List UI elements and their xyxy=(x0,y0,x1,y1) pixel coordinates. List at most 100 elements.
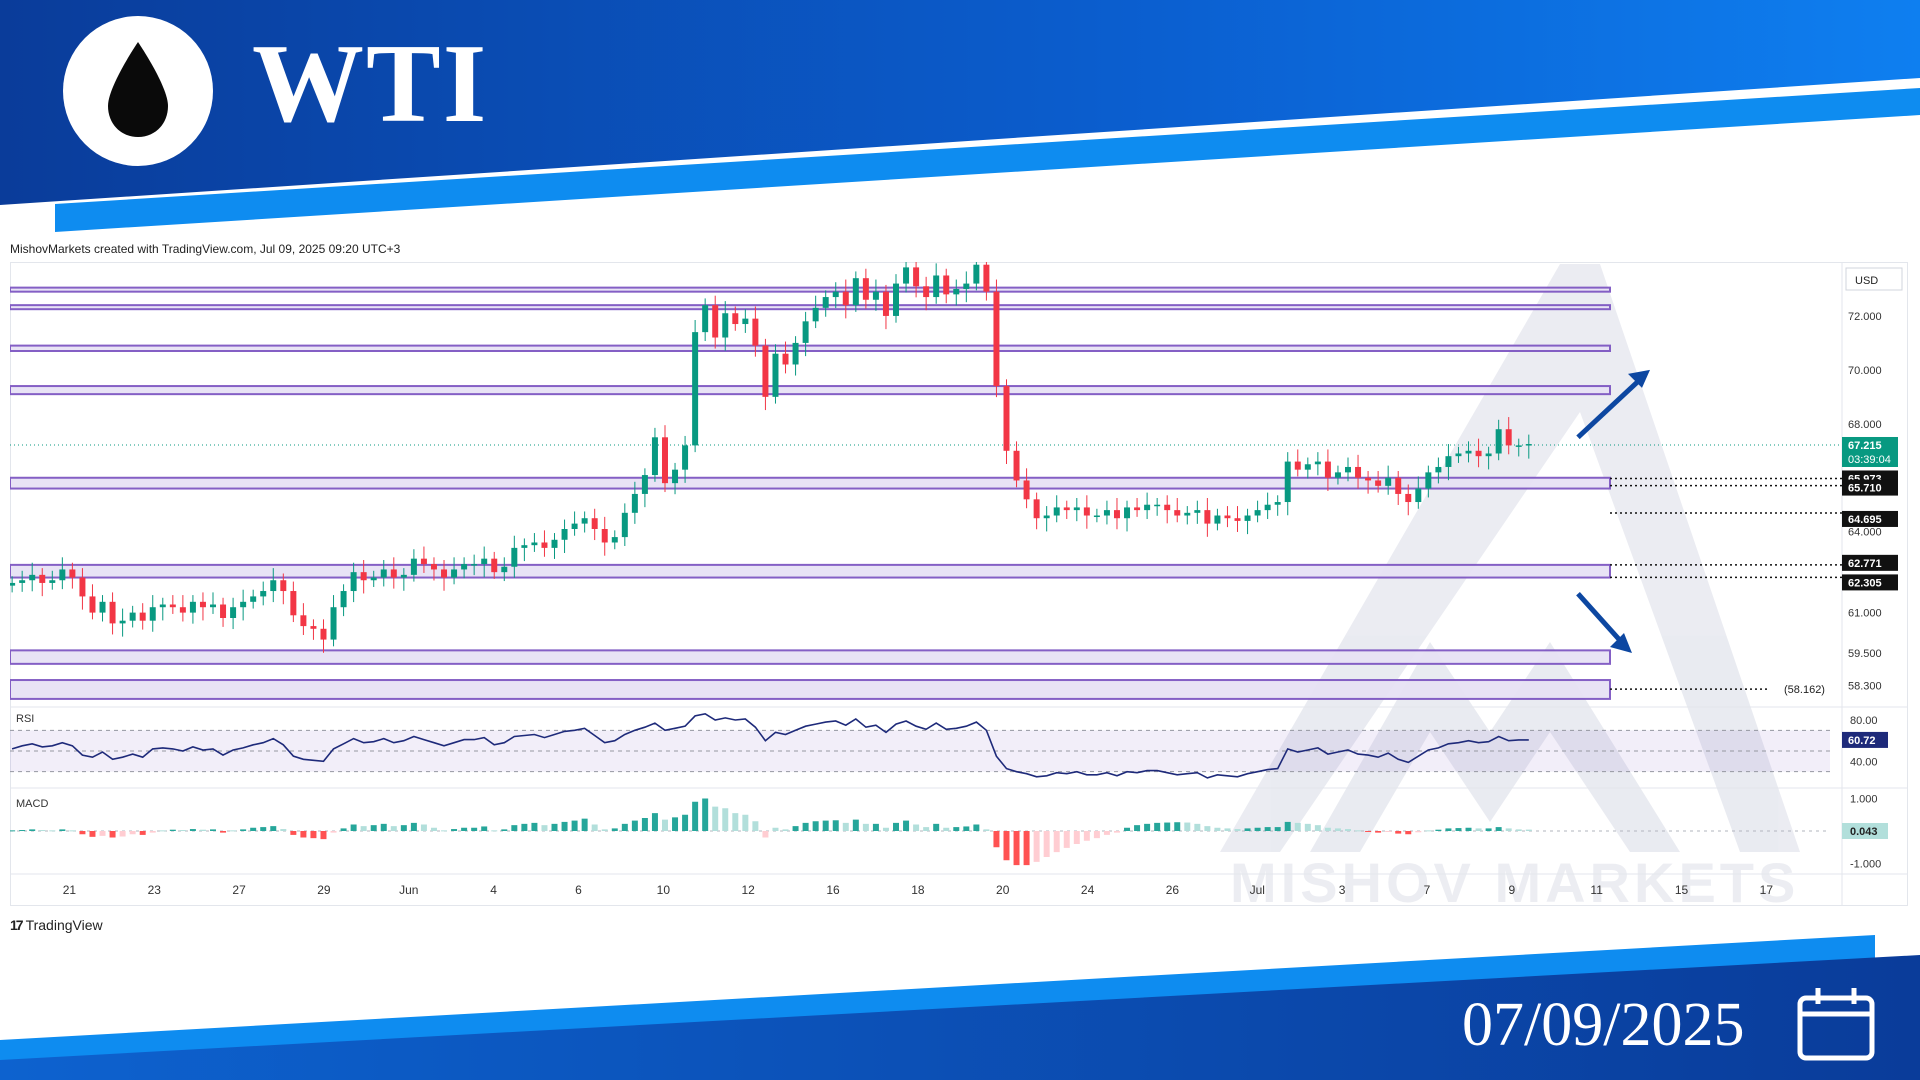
candle-body xyxy=(742,318,749,325)
rsi-line xyxy=(11,712,1529,779)
candle-body xyxy=(461,564,468,570)
support-resistance-zone xyxy=(10,679,1611,700)
candle-body xyxy=(1284,461,1291,503)
macd-histogram-bar xyxy=(1134,825,1141,831)
candle xyxy=(832,282,839,309)
candle-body xyxy=(1063,507,1070,511)
candle-body xyxy=(1033,499,1040,519)
candle-body xyxy=(220,604,227,618)
candle-body xyxy=(410,558,417,575)
macd-histogram-bar xyxy=(933,823,940,831)
page-title: WTI xyxy=(252,22,489,146)
macd-histogram-bar xyxy=(832,820,839,831)
candle xyxy=(1455,446,1462,463)
candle xyxy=(491,551,498,579)
macd-histogram-bar xyxy=(461,827,468,831)
candle xyxy=(1254,500,1261,523)
candle xyxy=(1525,434,1532,459)
candle-body xyxy=(1385,477,1392,486)
price-axis-badge xyxy=(1842,436,1898,467)
support-resistance-zone xyxy=(10,344,1611,353)
candle-body xyxy=(1083,507,1090,516)
candlestick-chart[interactable]: MISHOV MARKETS RSI MACD USD 72.000 70.000 6… xyxy=(10,262,1908,906)
candle xyxy=(1405,484,1412,516)
candle-body xyxy=(109,601,116,624)
x-tick-label: 16 xyxy=(826,883,840,897)
macd-histogram-bar xyxy=(1274,827,1281,831)
macd-histogram-bar xyxy=(752,821,759,831)
candle xyxy=(1043,506,1050,532)
candle xyxy=(1124,500,1131,532)
arrow-down-icon xyxy=(1576,592,1628,649)
candle xyxy=(1485,446,1492,470)
candle xyxy=(1103,500,1110,525)
tradingview-logo: 17 TradingView xyxy=(10,917,103,933)
x-tick-label: 6 xyxy=(575,883,582,897)
candle-body xyxy=(1144,504,1151,511)
candle-body xyxy=(712,305,719,338)
candle-body xyxy=(1234,518,1241,521)
y-tick-label: 72.000 xyxy=(1848,311,1882,323)
candle xyxy=(601,516,608,556)
candle xyxy=(812,295,819,329)
macd-histogram-bar xyxy=(551,823,558,831)
tradingview-brand: TradingView xyxy=(25,917,103,933)
macd-histogram-bar xyxy=(581,818,588,831)
x-tick-label: 27 xyxy=(232,883,246,897)
x-tick-label: 11 xyxy=(1590,883,1603,897)
candle-body xyxy=(893,283,899,316)
candle xyxy=(1013,441,1020,488)
candle xyxy=(702,298,709,342)
macd-histogram-bar xyxy=(822,820,829,831)
macd-histogram-bar xyxy=(1053,831,1060,853)
candle xyxy=(89,584,96,620)
candle xyxy=(10,576,16,593)
x-tick-label: 20 xyxy=(996,883,1010,897)
arrow-up-icon xyxy=(1576,374,1646,440)
tradingview-mark-icon: 17 xyxy=(10,917,24,933)
price-axis-badge xyxy=(1842,574,1898,591)
support-resistance-zone xyxy=(10,649,1611,665)
candle-body xyxy=(59,569,66,581)
candle-body xyxy=(1344,466,1351,473)
macd-histogram-bar xyxy=(139,831,146,835)
candle-body xyxy=(49,580,56,583)
x-tick-label: 7 xyxy=(1424,883,1431,897)
candle-body xyxy=(581,518,588,524)
candle xyxy=(842,279,849,319)
candle-body xyxy=(1324,461,1331,478)
candle xyxy=(59,557,66,590)
price-axis-value: 65.710 xyxy=(1848,483,1882,495)
candle-body xyxy=(832,291,839,298)
candle-body xyxy=(290,591,297,616)
candle xyxy=(1445,444,1452,481)
candle-body xyxy=(782,353,789,365)
candle xyxy=(913,262,920,298)
candle xyxy=(189,595,196,624)
macd-histogram-bar xyxy=(1013,831,1020,866)
candle xyxy=(199,592,206,621)
candle xyxy=(1395,471,1402,505)
macd-histogram-bar xyxy=(270,826,277,831)
candle-body xyxy=(1405,493,1412,503)
candle xyxy=(1475,438,1482,468)
macd-histogram-bar xyxy=(1445,828,1452,831)
candle xyxy=(179,595,186,622)
macd-histogram-bar xyxy=(370,825,377,831)
macd-histogram-bar xyxy=(601,829,608,831)
macd-histogram-bar xyxy=(762,831,769,838)
candle xyxy=(29,562,36,592)
macd-histogram-bar xyxy=(963,826,970,831)
candle xyxy=(933,263,940,304)
candle xyxy=(973,262,980,291)
macd-histogram-bar xyxy=(1365,831,1372,832)
candle-body xyxy=(89,596,96,613)
arrows-layer xyxy=(1576,369,1650,654)
candle-body xyxy=(812,307,819,322)
macd-histogram-bar xyxy=(893,822,899,831)
macd-histogram-bar xyxy=(993,831,1000,848)
rsi-value: 60.72 xyxy=(1848,735,1876,747)
candle xyxy=(310,619,317,640)
candle-body xyxy=(320,628,327,640)
